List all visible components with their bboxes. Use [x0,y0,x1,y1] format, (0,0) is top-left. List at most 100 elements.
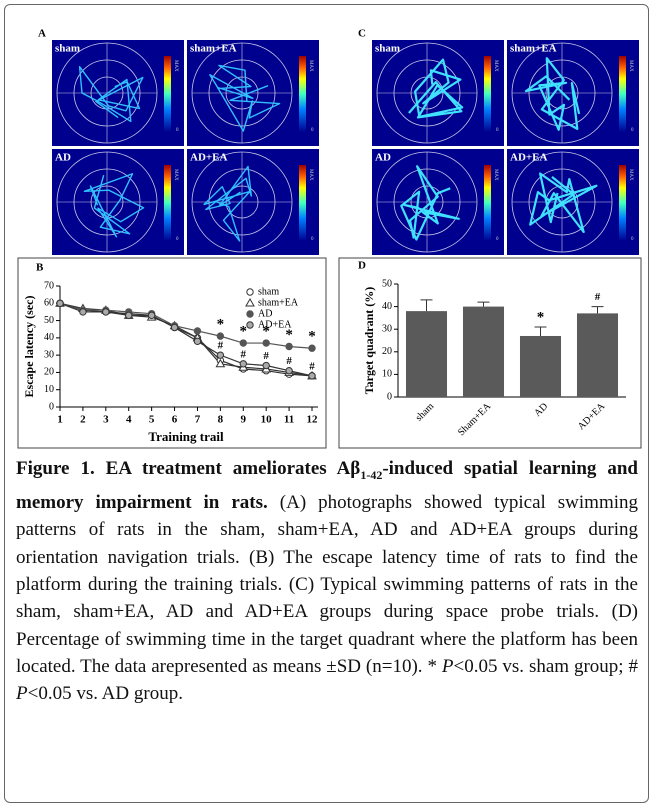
marker [247,322,253,328]
colorbar [619,165,626,241]
marker [103,309,109,315]
cell-label: AD [375,152,391,164]
significance-label: * [217,317,225,333]
y-tick-label: 40 [382,301,392,312]
caption-italic: P [16,683,28,704]
x-tick-label: 1 [57,414,63,426]
x-tick-label: 4 [126,414,132,426]
marker [246,299,254,306]
cell-label: sham+EA [190,43,237,55]
x-tick-label: 10 [261,414,273,426]
error-bar [421,300,433,311]
caption-text: <0.05 vs. sham group; # [454,656,639,677]
error-bar [592,307,604,314]
y-tick-label: 20 [382,346,392,357]
cell-label: AD [55,152,71,164]
marker [286,368,292,374]
colorbar [484,165,491,241]
colorbar-max: MAX [493,169,498,181]
significance-label: # [218,340,224,352]
colorbar-max: MAX [308,169,313,181]
significance-label: * [537,309,545,325]
cell-label: sham [55,43,80,55]
y-tick-label: 30 [44,349,54,360]
significance-label: # [286,355,292,367]
marker [247,311,253,317]
series-line [60,303,312,376]
marker [194,338,200,344]
y-tick-label: 30 [382,323,392,334]
marker [217,333,223,339]
marker [240,361,246,367]
y-tick-label: 0 [49,401,54,412]
colorbar [299,165,306,241]
marker [126,312,132,318]
cell-label: sham+EA [510,43,557,55]
panel-label: C [358,28,366,40]
caption-text: <0.05 vs. AD group. [28,683,183,704]
y-tick-label: 40 [44,332,54,343]
colorbar [164,56,171,132]
legend-label: sham+EA [258,297,299,308]
y-tick-label: 60 [44,298,54,309]
colorbar [484,56,491,132]
error-bar [535,327,547,336]
x-tick-label: 2 [80,414,86,426]
colorbar-max: MAX [308,60,313,72]
panel-label: D [358,260,366,272]
colorbar-max: MAX [628,169,633,181]
colorbar-max: MAX [173,60,178,72]
x-tick-label: 6 [172,414,178,426]
error-bar [478,302,490,307]
x-tick-label: sham [414,401,437,424]
x-tick-label: 12 [307,414,319,426]
x-tick-label: AD [532,401,550,419]
caption-italic: P [442,656,454,677]
colorbar-max: MAX [628,60,633,72]
marker [309,345,315,351]
y-tick-label: 20 [44,367,54,378]
series-line [60,303,312,376]
x-tick-label: 5 [149,414,155,426]
bar [577,313,618,397]
bar [463,307,504,397]
significance-label: # [241,348,247,360]
marker [247,289,253,295]
caption: Figure 1. EA treatment ameliorates Aβ1-4… [16,455,638,707]
bar [406,311,447,397]
marker [263,362,269,368]
panel-label: B [36,262,44,274]
x-tick-label: 8 [218,414,224,426]
x-tick-label: Sham+EA [456,400,494,438]
marker [80,309,86,315]
marker [171,324,177,330]
bar [520,336,561,397]
marker [286,343,292,349]
x-tick-label: AD+EA [576,400,608,432]
legend-label: sham [258,286,279,297]
caption-title: Figure 1. EA treatment ameliorates Aβ [16,458,360,479]
y-axis-label: Escape latency (sec) [22,296,36,398]
x-axis-label: Training trail [148,429,224,444]
x-tick-label: 7 [195,414,201,426]
marker [217,352,223,358]
caption-subscript: 1-42 [360,468,382,482]
significance-label: # [263,350,269,362]
legend-label: AD [258,308,272,319]
y-tick-label: 50 [382,278,392,289]
y-tick-label: 50 [44,315,54,326]
significance-label: # [595,291,601,303]
cell-label: AD+EA [190,152,227,164]
marker [240,340,246,346]
y-tick-label: 10 [44,384,54,395]
colorbar [164,165,171,241]
x-tick-label: 11 [284,414,294,426]
y-tick-label: 10 [382,369,392,380]
y-tick-label: 0 [387,391,392,402]
marker [263,340,269,346]
y-tick-label: 70 [44,280,54,291]
y-axis-label: Target quadrant (%) [362,287,376,395]
panel-label: A [38,28,46,40]
legend-label: AD+EA [258,319,292,330]
colorbar-max: MAX [173,169,178,181]
